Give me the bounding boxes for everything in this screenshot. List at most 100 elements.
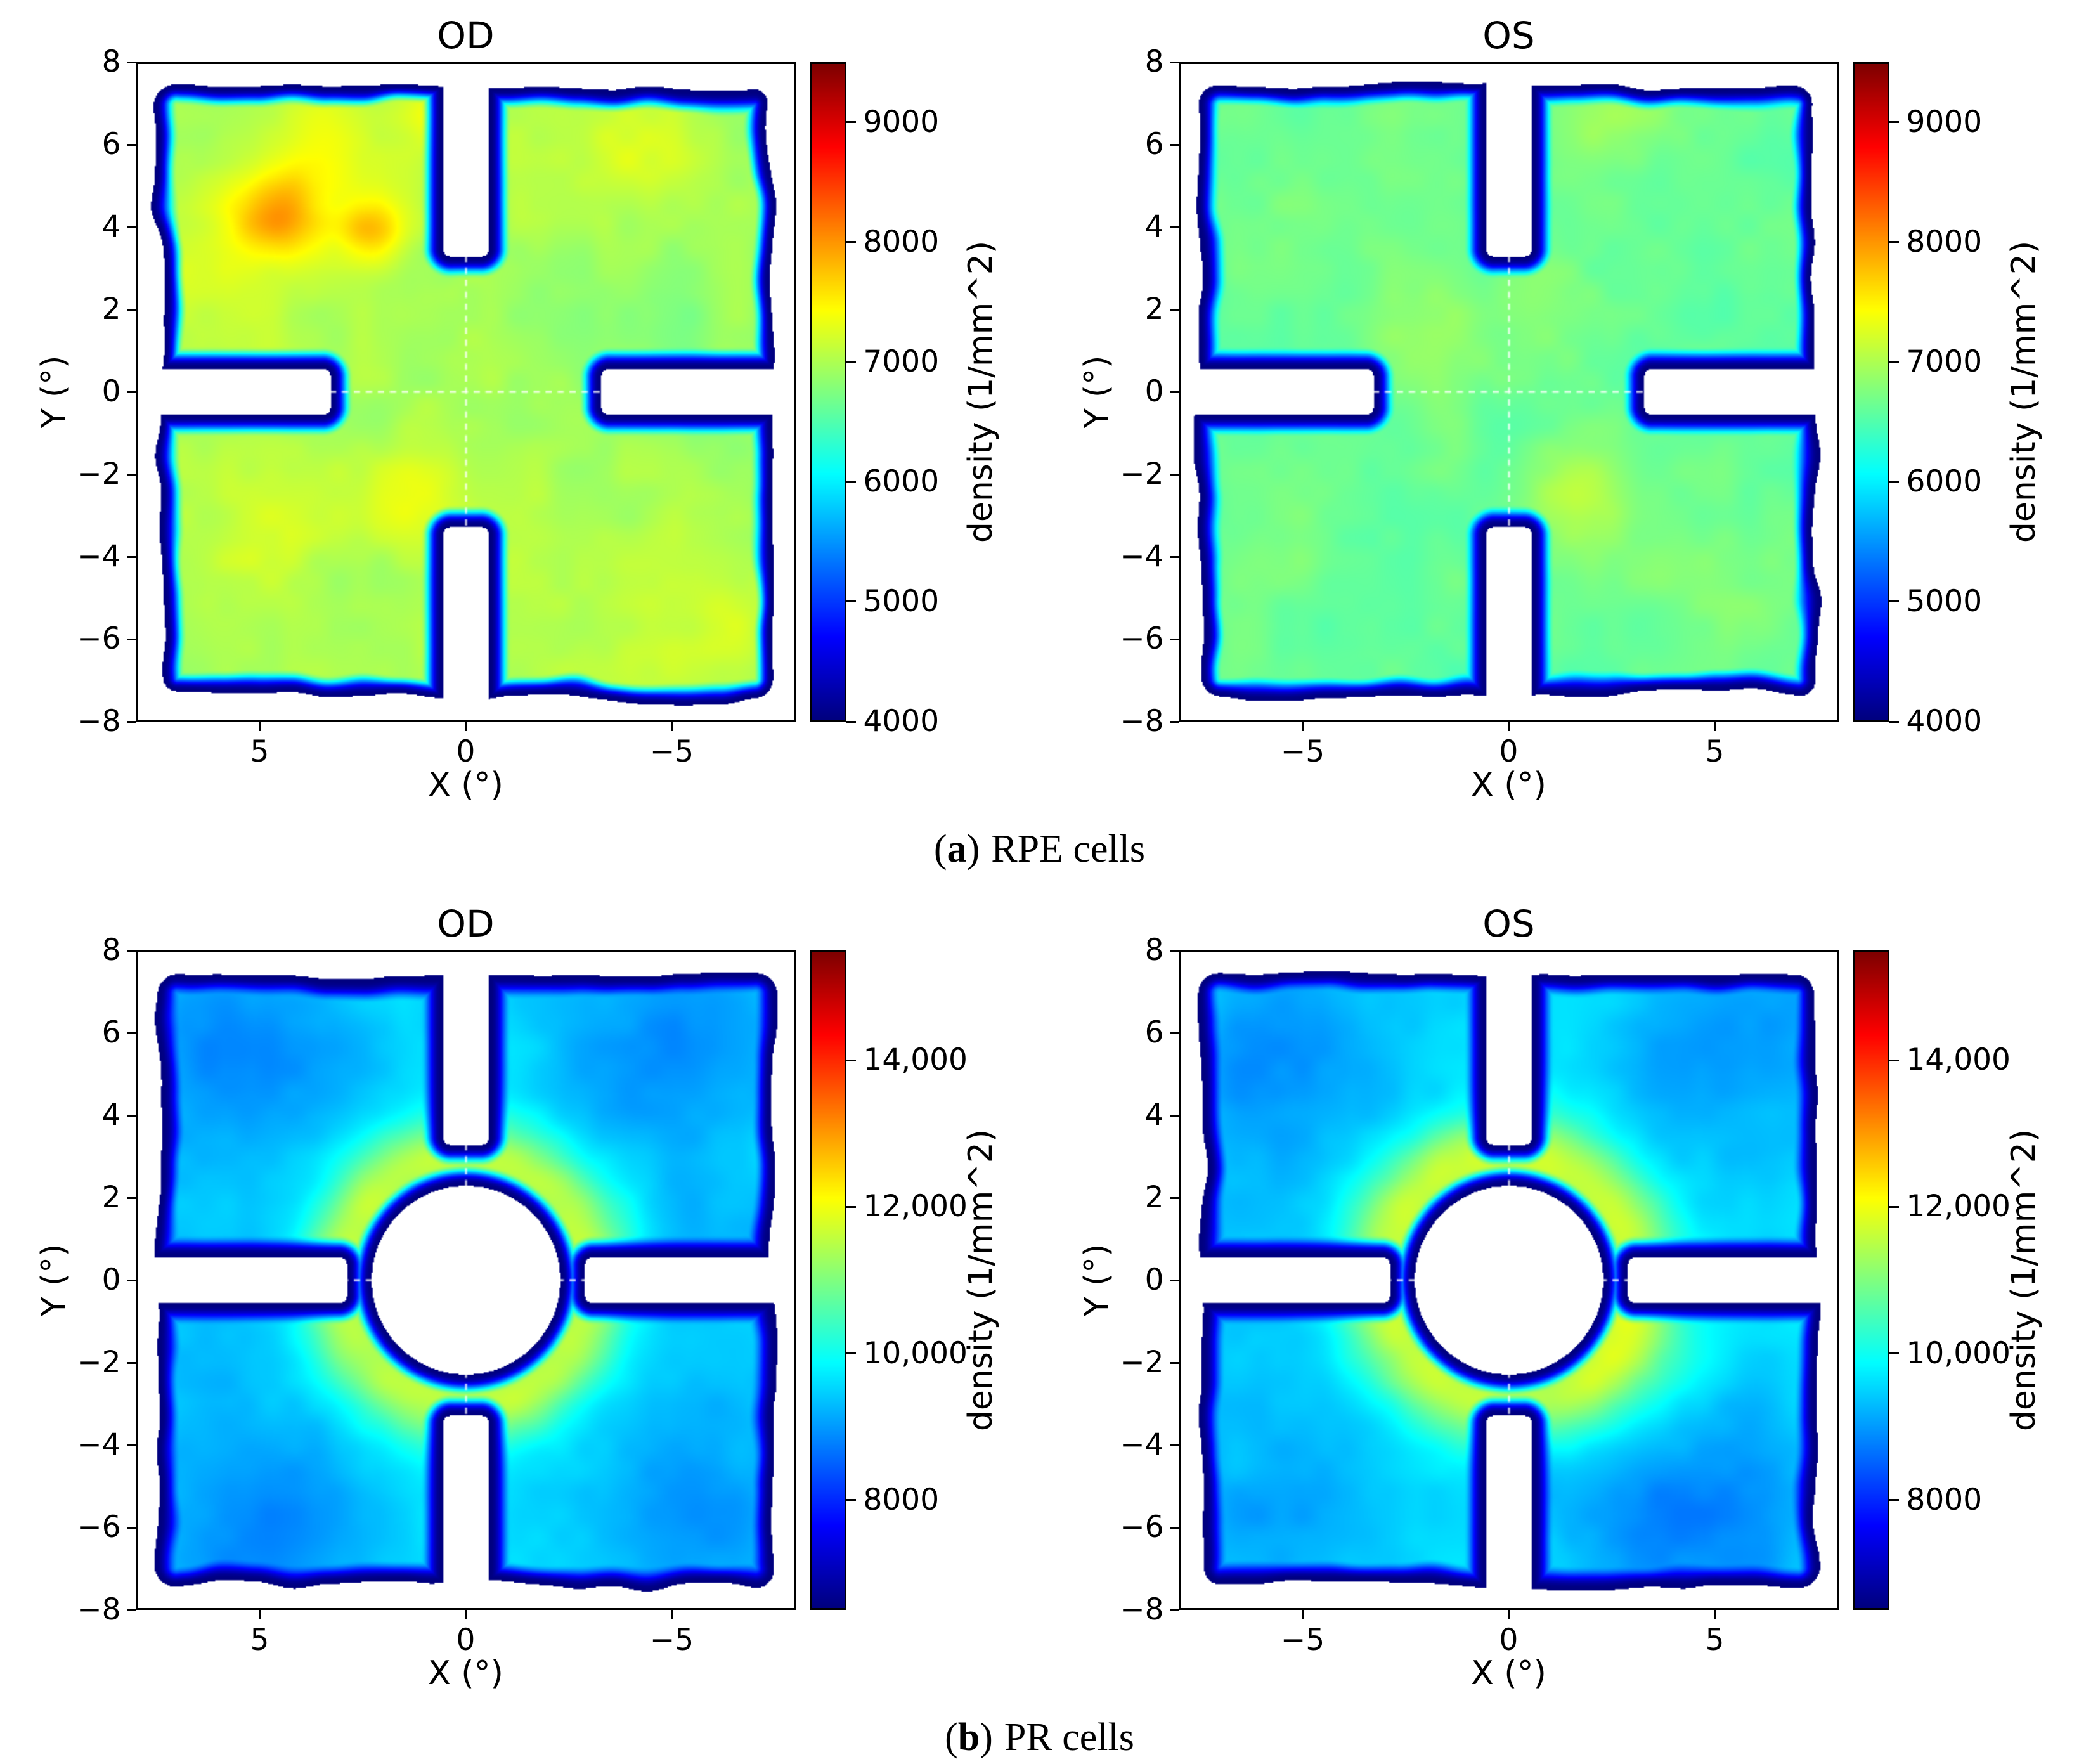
colorbar-label: density (1/mm^2): [2005, 1129, 2043, 1432]
colorbar-tick-label: 10,000: [863, 1335, 968, 1371]
x-tick-label: 0: [456, 734, 476, 769]
panel-title: OS: [1482, 902, 1535, 945]
heatmap-plot: [1179, 950, 1839, 1610]
y-tick-label: 2: [101, 292, 121, 327]
colorbar-canvas: [1854, 64, 1888, 720]
panel-title: OD: [437, 902, 495, 945]
y-tick-label: 0: [101, 1262, 121, 1297]
x-axis-label: X (°): [1471, 1654, 1546, 1692]
y-tick-label: −2: [1120, 1345, 1164, 1380]
heatmap-panel-rpe-od: OD Y (°) 8 6 4 2 0 −2 −4 −6 −8 4000 5000 6000 7000 8…: [32, 9, 1005, 805]
y-tick-label: −2: [77, 1345, 121, 1380]
y-tick-mark: [126, 473, 136, 476]
y-tick-mark: [1169, 1444, 1179, 1446]
x-tick-label: 0: [1499, 734, 1519, 769]
x-tick-label: 0: [1499, 1623, 1519, 1657]
x-axis-label: X (°): [1471, 766, 1546, 804]
colorbar-ticks: 8000 10,000 12,000 14,000: [1889, 950, 2011, 1610]
y-tick-label: 6: [1144, 1015, 1164, 1050]
colorbar-tick-mark: [846, 241, 856, 243]
y-tick-mark: [126, 720, 136, 723]
colorbar: [1852, 62, 1889, 722]
colorbar-tick-label: 14,000: [1906, 1042, 2011, 1078]
colorbar-tick-label: 8000: [863, 1482, 940, 1517]
y-tick-label: −4: [1120, 1427, 1164, 1462]
x-tick-mark: [465, 722, 467, 731]
x-tick-label: 0: [456, 1623, 476, 1657]
y-tick-label: 8: [101, 44, 121, 79]
heatmap-canvas: [138, 952, 794, 1608]
colorbar-tick-mark: [1889, 1059, 1899, 1061]
heatmap-panel-pr-os: OS Y (°) 8 6 4 2 0 −2 −4 −6 −8 8000 10,000 12,000 1…: [1075, 897, 2048, 1694]
heatmap-panel-pr-od: OD Y (°) 8 6 4 2 0 −2 −4 −6 −8 8000 10,000 12,000 1…: [32, 897, 1005, 1694]
x-tick-mark: [1714, 722, 1716, 731]
x-tick-label: −5: [649, 734, 694, 769]
colorbar-tick-mark: [846, 1499, 856, 1501]
y-tick-label: 6: [1144, 127, 1164, 162]
x-axis-ticks: 5 0 −5: [136, 722, 796, 769]
colorbar-tick-label: 5000: [863, 583, 940, 619]
y-tick-mark: [1169, 1279, 1179, 1281]
caption-b: (b) PR cells: [945, 1716, 1134, 1759]
y-tick-mark: [1169, 391, 1179, 393]
colorbar: [1852, 950, 1889, 1610]
y-tick-label: 2: [101, 1180, 121, 1215]
heatmap-canvas: [138, 64, 794, 720]
x-tick-label: −5: [1280, 1623, 1325, 1657]
y-axis-label: Y (°): [1077, 355, 1116, 429]
x-tick-mark: [671, 722, 673, 731]
y-tick-mark: [1169, 1361, 1179, 1364]
colorbar: [809, 950, 846, 1610]
y-tick-mark: [126, 1197, 136, 1199]
x-tick-mark: [1714, 1610, 1716, 1619]
y-tick-label: −2: [1120, 457, 1164, 491]
y-tick-label: 6: [101, 1015, 121, 1050]
x-axis-ticks: −5 0 5: [1179, 722, 1839, 769]
y-tick-label: 4: [101, 1098, 121, 1132]
colorbar-label: density (1/mm^2): [962, 1129, 1000, 1432]
y-tick-mark: [126, 1526, 136, 1529]
colorbar-tick-mark: [1889, 1205, 1899, 1208]
y-tick-label: 8: [101, 933, 121, 968]
x-axis-label: X (°): [428, 1654, 503, 1692]
colorbar-tick-label: 4000: [1906, 704, 1983, 739]
y-tick-mark: [126, 226, 136, 228]
colorbar-label: density (1/mm^2): [962, 240, 1000, 543]
colorbar-tick-mark: [846, 1205, 856, 1208]
y-axis-ticks: 8 6 4 2 0 −2 −4 −6 −8: [76, 933, 136, 1627]
colorbar-tick-label: 8000: [1906, 224, 1983, 259]
panel-title: OD: [437, 14, 495, 57]
y-tick-label: 8: [1144, 933, 1164, 968]
y-tick-label: −4: [77, 539, 121, 574]
y-tick-mark: [126, 1361, 136, 1364]
y-tick-label: 0: [1144, 374, 1164, 409]
y-tick-label: −8: [77, 1592, 121, 1627]
x-tick-mark: [259, 722, 261, 731]
heatmap-plot: [1179, 62, 1839, 722]
heatmap-plot: [136, 950, 796, 1610]
colorbar-tick-label: 12,000: [863, 1189, 968, 1224]
y-axis-label: Y (°): [1077, 1243, 1116, 1317]
colorbar-tick-label: 6000: [863, 464, 940, 499]
colorbar-tick-label: 5000: [1906, 583, 1983, 619]
x-tick-label: −5: [649, 1623, 694, 1657]
section-pr: OD Y (°) 8 6 4 2 0 −2 −4 −6 −8 8000 10,000 12,000 1…: [32, 897, 2048, 1764]
y-tick-label: 0: [101, 374, 121, 409]
y-tick-label: −8: [1120, 1592, 1164, 1627]
y-tick-mark: [126, 1114, 136, 1117]
heatmap-canvas: [1181, 952, 1837, 1608]
colorbar-tick-mark: [1889, 241, 1899, 243]
colorbar-tick-label: 12,000: [1906, 1189, 2011, 1224]
colorbar-tick-label: 7000: [863, 344, 940, 379]
y-tick-mark: [126, 308, 136, 311]
y-tick-mark: [1169, 720, 1179, 723]
y-tick-mark: [1169, 308, 1179, 311]
caption-a: (a) RPE cells: [933, 827, 1146, 871]
y-tick-label: −8: [1120, 704, 1164, 739]
colorbar-tick-mark: [846, 481, 856, 483]
colorbar-tick-label: 8000: [1906, 1482, 1983, 1517]
colorbar-tick-mark: [846, 1059, 856, 1061]
x-tick-mark: [1508, 722, 1510, 731]
y-tick-mark: [1169, 1197, 1179, 1199]
colorbar-tick-mark: [1889, 481, 1899, 483]
